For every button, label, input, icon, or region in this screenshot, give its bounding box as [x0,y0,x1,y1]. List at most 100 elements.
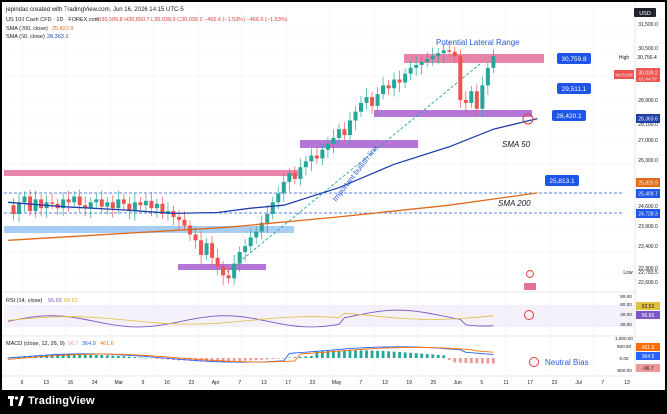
time-tick: 13 [43,380,49,386]
sma200-label: SMA (200, close) [6,26,48,32]
macd-highlight-circle [529,357,539,367]
macd-bar [227,358,231,362]
flag-icon[interactable] [524,283,536,290]
level-box-r4-text: 25,813.1 [549,178,575,185]
macd-bar [447,358,451,360]
time-tick: 16 [68,380,74,386]
level-box-r3-text: 28,420.1 [556,113,582,120]
rsi-highlight-circle [524,310,534,320]
time-tick: 7 [238,380,241,386]
time-tick: 23 [552,380,558,386]
candle [485,62,490,96]
candle [72,191,77,208]
price-tick: 24,600.0 [638,204,658,210]
candle [463,91,468,113]
macd-bar [116,355,120,358]
macd-bar [414,353,418,358]
macd-bar [260,358,264,360]
macd-tag-macd: 364.9 [642,354,655,360]
candle [325,136,330,158]
macd-bar [265,358,269,360]
macd-bar [243,358,247,361]
macd-tag-signal-bg [636,343,660,351]
macd-bar [100,355,104,358]
macd-bar [127,356,131,358]
candle [66,190,71,212]
support-box-27000 [300,140,418,148]
candle [99,190,104,214]
time-tick: 23 [189,380,195,386]
price-tick: 28,900.0 [638,98,658,104]
right-price-axis[interactable]: 31,500.030,500.029,900.028,900.028,100.0… [638,22,658,286]
price-tick: 27,000.0 [638,138,658,144]
candle [403,68,408,88]
candle [121,194,126,211]
macd-bar [150,358,153,359]
candle [199,231,204,265]
tradingview-logo[interactable]: TradingView [8,395,95,407]
time-tick: 17 [527,380,533,386]
sma50-line [7,117,538,215]
candle [88,197,93,218]
macd-bar [161,358,164,360]
macd-bar [354,350,357,358]
macd-signal-line [7,346,494,363]
macd-tick: 1,000.00 [615,336,633,341]
macd-bar [348,350,352,358]
candle [143,193,148,212]
macd-axis: 1,000.00 500.00 0.00 -500.00 [615,336,633,373]
price-tag-value: 30,039.2 [638,71,658,77]
level-box-r1-text: 30,759.8 [561,56,587,63]
candle [452,46,457,63]
dash-tag1: 25,409.7 [638,192,658,198]
alert-icon[interactable] [526,270,534,278]
macd-bar [464,358,468,363]
time-tick: 5 [480,380,483,386]
candle [127,196,132,220]
currency-text: USD [639,11,651,17]
sma200-tag-bg [636,178,660,187]
sma50-value: 28,363.6 [47,34,68,40]
chart-area[interactable]: jepindac created with TradingView.com, J… [2,2,665,390]
macd-bar [475,358,479,364]
time-tick: 13 [382,380,388,386]
sma200-line [7,192,538,241]
price-highlight-circle [522,113,534,125]
macd-bar [94,354,98,358]
candle [11,198,16,221]
price-chart[interactable]: jepindac created with TradingView.com, J… [2,2,665,390]
time-tick: Jul [575,380,581,386]
candle [254,226,259,245]
candle [22,191,27,212]
rsi-tag2: 56.65 [642,313,655,319]
time-tick: May [332,380,342,386]
price-tick: 30,500.0 [638,46,658,52]
macd-bar [155,358,159,359]
price-tick: 23,900.0 [638,224,658,230]
macd-tag-hist-bg [636,364,660,372]
macd-bar [436,354,440,358]
macd-v-macd: 364.9 [82,341,96,347]
price-tick: 28,100.0 [638,122,658,128]
macd-v-signal: 461.6 [100,341,114,347]
rsi-tick: 20.00 [620,322,632,327]
time-axis[interactable]: 6 13 16 24 Mar 9 16 23 Apr 7 13 17 23 May 7 13 19 25 Jun 5 1… [21,380,630,386]
macd-bar [238,358,242,362]
macd-bar [425,354,429,358]
macd-bar [398,351,402,358]
macd-bar [78,354,82,358]
candle [83,196,88,217]
creator-line: jepindac created with TradingView.com, J… [5,7,184,13]
macd-bar [343,350,346,358]
price-tick: 26,300.0 [638,158,658,164]
macd-bar [409,352,413,358]
macd-bar [216,358,219,362]
candle [204,237,209,261]
candle [17,193,22,223]
macd-tick: -500.00 [616,368,632,373]
level-box-r1: 30,759.8 [557,53,591,64]
candle [94,192,99,208]
candle [188,220,193,242]
time-tick: 13 [624,380,630,386]
rsi-ma-line [7,312,494,325]
